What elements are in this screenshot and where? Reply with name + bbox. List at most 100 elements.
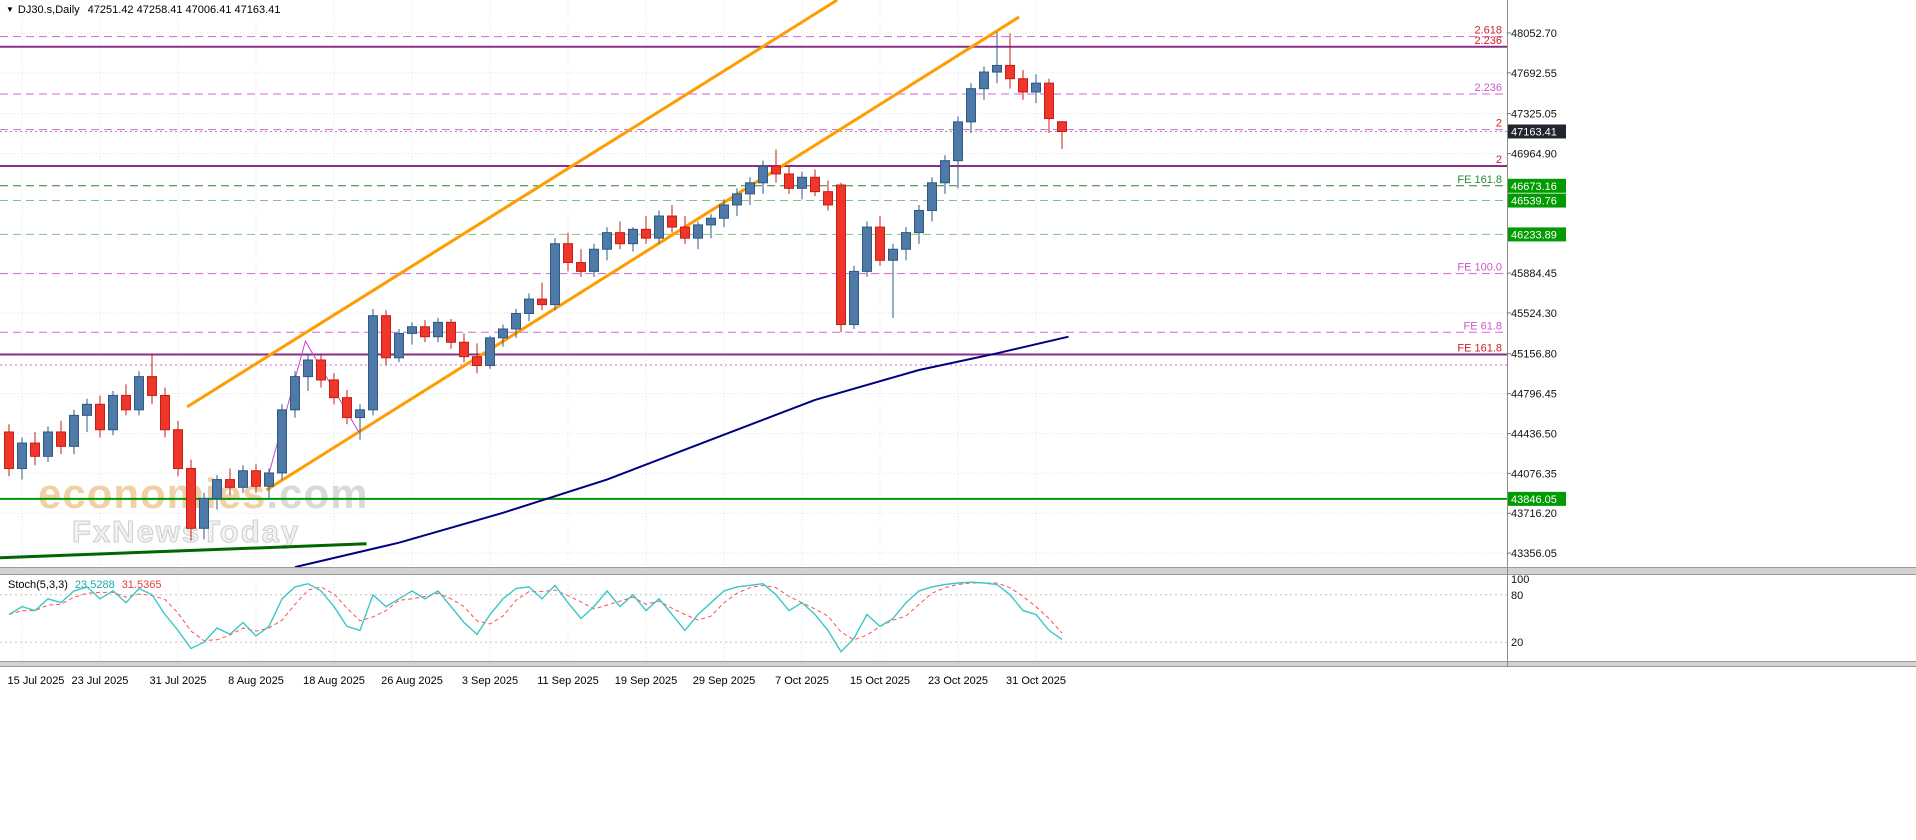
candle-body: [654, 215, 664, 239]
stochastic-indicator: [0, 581, 1507, 653]
stoch-axis-label: 20: [1511, 637, 1523, 649]
stoch-axis-label: 80: [1511, 590, 1523, 602]
candle-body: [160, 394, 170, 431]
stochastic-k-value: 23.5288: [74, 579, 115, 591]
price-axis-highlight-label: 46673.16: [1511, 181, 1557, 193]
candle-body: [823, 191, 833, 206]
candle-body: [771, 165, 781, 175]
candle-body: [56, 431, 66, 447]
candle-body: [199, 497, 209, 529]
price-axis-label: 45156.80: [1511, 349, 1557, 361]
panel-separator[interactable]: [0, 567, 1916, 575]
fib-level-label: 2: [1496, 154, 1502, 166]
candle-body: [979, 71, 989, 90]
price-axis-highlight-label: 43846.05: [1511, 494, 1557, 506]
candle-body: [602, 232, 612, 250]
candle-body: [4, 431, 14, 470]
date-label: 8 Aug 2025: [228, 675, 284, 687]
candle-body: [680, 226, 690, 239]
price-axis-highlight-label: 46233.89: [1511, 229, 1557, 241]
trend-darkgreen[interactable]: [0, 542, 367, 560]
candle-body: [1057, 121, 1067, 132]
candle-body: [992, 64, 1002, 73]
price-axis-label: 45884.45: [1511, 268, 1557, 280]
candle-body: [628, 228, 638, 245]
candle-body: [498, 328, 508, 339]
date-label: 29 Sep 2025: [693, 675, 755, 687]
candle-body: [381, 315, 391, 359]
candle-body: [1005, 64, 1015, 80]
candle-body: [641, 228, 651, 239]
candle-body: [472, 356, 482, 367]
candle-body: [420, 326, 430, 338]
panel-separator[interactable]: [0, 661, 1916, 667]
candle-body: [446, 321, 456, 343]
fib-level-label: 2.618: [1474, 25, 1502, 37]
date-label: 18 Aug 2025: [303, 675, 365, 687]
candle-body: [147, 376, 157, 396]
price-axis[interactable]: 48052.70 47692.55 47325.05 46964.90 45884.45…: [1507, 0, 1566, 667]
candle-body: [719, 204, 729, 219]
candle-body: [1031, 82, 1041, 93]
candle-body: [589, 248, 599, 272]
ohlc-readout: 47251.42 47258.41 47006.41 47163.41: [87, 4, 281, 16]
candle-body: [329, 379, 339, 399]
candle-body: [407, 326, 417, 334]
candle-body: [745, 182, 755, 195]
candle-body: [888, 248, 898, 261]
candle-body: [576, 262, 586, 272]
date-label: 11 Sep 2025: [537, 675, 599, 687]
fib-level-label: 2: [1496, 118, 1502, 130]
candle-body: [212, 479, 222, 499]
price-axis-label: 44436.50: [1511, 428, 1557, 440]
candle-body: [277, 409, 287, 474]
candle-body: [69, 414, 79, 447]
candle-body: [459, 341, 469, 358]
candle-body: [30, 442, 40, 457]
date-label: 15 Jul 2025: [8, 675, 65, 687]
symbol-dropdown-icon[interactable]: ▼: [6, 5, 14, 14]
price-axis-highlight: [1508, 178, 1566, 193]
date-label: 23 Jul 2025: [72, 675, 129, 687]
time-axis[interactable]: 15 Jul 2025 23 Jul 2025 31 Jul 2025 8 Aug 2…: [8, 675, 1066, 687]
candle-body: [134, 376, 144, 411]
price-axis-label: 45524.30: [1511, 308, 1557, 320]
candle-body: [953, 121, 963, 162]
price-axis-highlight-label: 46539.76: [1511, 196, 1557, 208]
date-label: 31 Oct 2025: [1006, 675, 1066, 687]
candle-body: [615, 232, 625, 245]
date-label: 3 Sep 2025: [462, 675, 518, 687]
grid: [0, 0, 1507, 661]
price-axis-label: 43356.05: [1511, 548, 1557, 560]
channel-lower[interactable]: [265, 15, 1020, 492]
channel-upper[interactable]: [186, 0, 838, 409]
candle-body: [550, 243, 560, 306]
candle-body: [290, 376, 300, 411]
candle-body: [706, 217, 716, 226]
candle-body: [186, 468, 196, 529]
candle-body: [875, 226, 885, 261]
candle-body: [1044, 82, 1054, 120]
fib-level-label: FE 61.8: [1463, 320, 1502, 332]
date-label: 23 Oct 2025: [928, 675, 988, 687]
candle-body: [485, 337, 495, 367]
candle-body: [433, 321, 443, 338]
stochastic-d-line: [8, 582, 1063, 642]
candle-body: [95, 403, 105, 431]
candle-body: [173, 429, 183, 470]
symbol-info: ▼ DJ30.s,Daily 47251.42 47258.41 47006.41 …: [6, 4, 280, 16]
date-label: 26 Aug 2025: [381, 675, 443, 687]
price-axis-label: 47325.05: [1511, 109, 1557, 121]
candle-body: [303, 359, 313, 378]
candle-body: [394, 332, 404, 359]
candle-body: [732, 193, 742, 206]
candle-body: [966, 88, 976, 123]
ma-navy[interactable]: [294, 335, 1069, 567]
candle-body: [667, 215, 677, 228]
candle-body: [940, 160, 950, 184]
candle-body: [914, 209, 924, 234]
candle-body: [17, 442, 27, 470]
symbol-name: DJ30.s,Daily: [17, 4, 80, 16]
